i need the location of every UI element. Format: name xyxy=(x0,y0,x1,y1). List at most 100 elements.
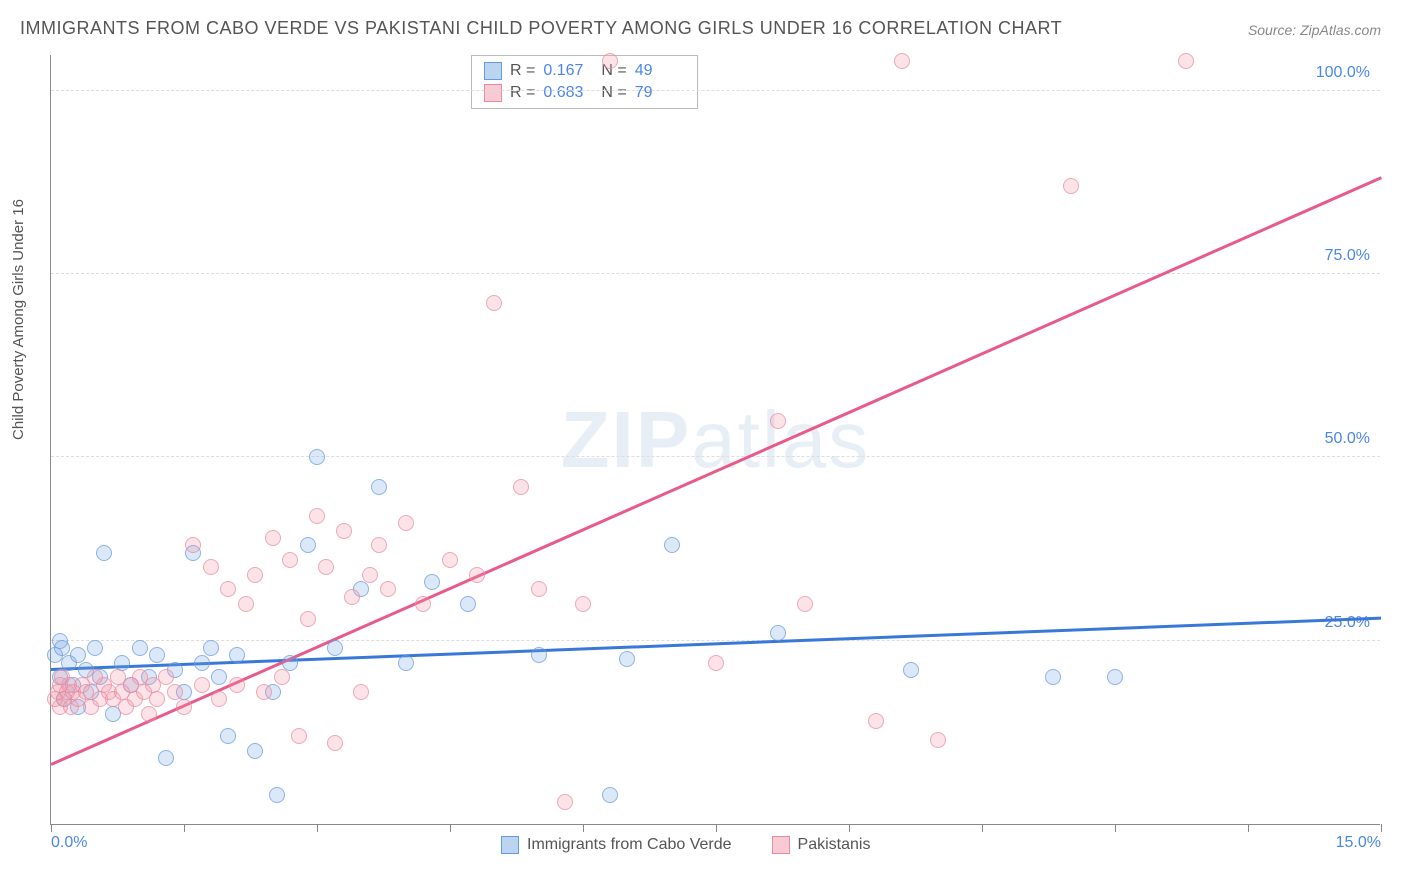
stats-n-value-cabo: 49 xyxy=(635,62,685,80)
data-point xyxy=(291,728,307,744)
data-point xyxy=(265,530,281,546)
data-point xyxy=(708,655,724,671)
gridline xyxy=(51,456,1380,457)
data-point xyxy=(96,545,112,561)
data-point xyxy=(894,53,910,69)
data-point xyxy=(362,567,378,583)
data-point xyxy=(211,669,227,685)
data-point xyxy=(398,515,414,531)
legend-label: Immigrants from Cabo Verde xyxy=(527,836,732,854)
x-tick-label: 0.0% xyxy=(51,834,87,852)
data-point xyxy=(256,684,272,700)
x-tick xyxy=(51,824,52,832)
data-point xyxy=(602,787,618,803)
chart-title: IMMIGRANTS FROM CABO VERDE VS PAKISTANI … xyxy=(20,18,1062,39)
data-point xyxy=(194,655,210,671)
data-point xyxy=(930,732,946,748)
swatch-blue-icon xyxy=(484,62,502,80)
data-point xyxy=(1107,669,1123,685)
data-point xyxy=(531,647,547,663)
data-point xyxy=(664,537,680,553)
data-point xyxy=(398,655,414,671)
data-point xyxy=(203,640,219,656)
data-point xyxy=(868,713,884,729)
swatch-pink-icon xyxy=(772,836,790,854)
data-point xyxy=(194,677,210,693)
x-tick xyxy=(1381,824,1382,832)
data-point xyxy=(1178,53,1194,69)
data-point xyxy=(220,728,236,744)
gridline xyxy=(51,90,1380,91)
x-tick xyxy=(716,824,717,832)
data-point xyxy=(469,567,485,583)
data-point xyxy=(247,743,263,759)
data-point xyxy=(424,574,440,590)
data-point xyxy=(531,581,547,597)
data-point xyxy=(327,640,343,656)
data-point xyxy=(282,552,298,568)
swatch-pink-icon xyxy=(484,84,502,102)
bottom-legend: Immigrants from Cabo Verde Pakistanis xyxy=(501,836,870,854)
data-point xyxy=(327,735,343,751)
y-axis-label: Child Poverty Among Girls Under 16 xyxy=(10,199,27,440)
data-point xyxy=(158,750,174,766)
data-point xyxy=(371,537,387,553)
stats-n-label: N = xyxy=(601,84,626,102)
scatter-plot-area: ZIPatlas R = 0.167 N = 49 R = 0.683 N = … xyxy=(50,55,1380,825)
data-point xyxy=(54,640,70,656)
data-point xyxy=(309,508,325,524)
x-tick-label: 15.0% xyxy=(1336,834,1381,852)
y-tick-label: 75.0% xyxy=(1325,247,1370,265)
data-point xyxy=(770,625,786,641)
data-point xyxy=(167,684,183,700)
data-point xyxy=(415,596,431,612)
data-point xyxy=(229,677,245,693)
data-point xyxy=(797,596,813,612)
data-point xyxy=(602,53,618,69)
data-point xyxy=(344,589,360,605)
data-point xyxy=(87,640,103,656)
data-point xyxy=(1045,669,1061,685)
data-point xyxy=(247,567,263,583)
data-point xyxy=(132,640,148,656)
data-point xyxy=(442,552,458,568)
data-point xyxy=(380,581,396,597)
swatch-blue-icon xyxy=(501,836,519,854)
y-tick-label: 50.0% xyxy=(1325,430,1370,448)
correlation-stats-box: R = 0.167 N = 49 R = 0.683 N = 79 xyxy=(471,55,698,109)
x-tick xyxy=(982,824,983,832)
stats-r-value-cabo: 0.167 xyxy=(543,62,593,80)
gridline xyxy=(51,273,1380,274)
data-point xyxy=(309,449,325,465)
source-attribution: Source: ZipAtlas.com xyxy=(1248,22,1381,38)
watermark-bold: ZIP xyxy=(561,395,691,484)
data-point xyxy=(203,559,219,575)
data-point xyxy=(371,479,387,495)
data-point xyxy=(274,669,290,685)
data-point xyxy=(557,794,573,810)
legend-item-cabo-verde: Immigrants from Cabo Verde xyxy=(501,836,732,854)
data-point xyxy=(282,655,298,671)
x-tick xyxy=(450,824,451,832)
x-tick xyxy=(849,824,850,832)
data-point xyxy=(1063,178,1079,194)
data-point xyxy=(300,611,316,627)
data-point xyxy=(575,596,591,612)
stats-r-label: R = xyxy=(510,62,535,80)
data-point xyxy=(176,699,192,715)
data-point xyxy=(460,596,476,612)
x-tick xyxy=(184,824,185,832)
x-tick xyxy=(1115,824,1116,832)
y-tick-label: 100.0% xyxy=(1316,64,1370,82)
data-point xyxy=(70,647,86,663)
data-point xyxy=(513,479,529,495)
data-point xyxy=(229,647,245,663)
data-point xyxy=(269,787,285,803)
data-point xyxy=(158,669,174,685)
data-point xyxy=(619,651,635,667)
data-point xyxy=(336,523,352,539)
legend-label: Pakistanis xyxy=(798,836,871,854)
data-point xyxy=(114,655,130,671)
stats-row-cabo-verde: R = 0.167 N = 49 xyxy=(484,60,685,82)
data-point xyxy=(211,691,227,707)
